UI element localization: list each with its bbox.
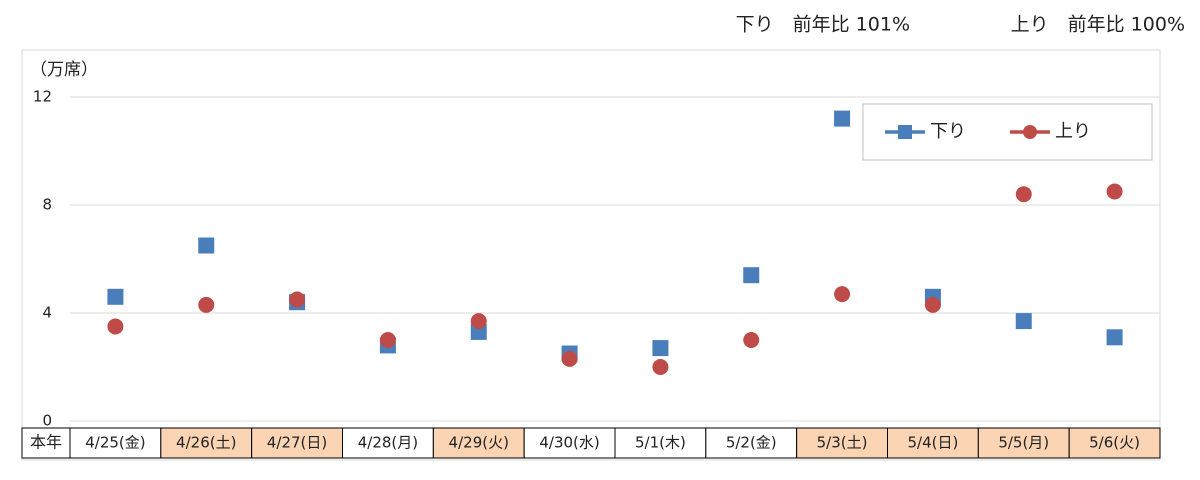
x-tick-label: 4/25(金) (85, 434, 145, 452)
data-point (652, 359, 669, 375)
annotation: 上り 前年比 100% (1011, 14, 1185, 36)
data-point (924, 296, 941, 313)
category-cell (705, 427, 798, 459)
data-point (1106, 329, 1123, 346)
data-point (198, 296, 215, 313)
x-tick-label: 4/29(火) (449, 434, 509, 452)
row-label-cell (21, 427, 71, 459)
row-label: 本年 (30, 433, 62, 452)
x-tick-label: 5/6(火) (1089, 434, 1140, 452)
x-tick-label: 5/1(木) (635, 434, 686, 452)
category-cell (796, 427, 889, 459)
y-axis-label: （万席） (30, 60, 98, 80)
y-tick-label: 8 (42, 196, 52, 214)
x-tick-label: 4/27(日) (267, 434, 327, 452)
x-tick-label: 4/28(月) (358, 434, 418, 452)
data-point (289, 291, 306, 308)
data-point (743, 267, 760, 284)
y-tick-label: 12 (33, 88, 52, 106)
data-point (198, 237, 215, 254)
data-point (834, 110, 851, 127)
legend-label: 下り (930, 121, 966, 142)
chart-frame (21, 49, 1161, 461)
y-tick-label: 0 (42, 412, 52, 430)
x-tick-label: 4/26(土) (176, 434, 236, 452)
category-cell (1068, 427, 1161, 459)
data-point (652, 340, 669, 357)
data-point (1015, 313, 1032, 330)
data-point (470, 313, 487, 330)
category-cell (69, 427, 162, 459)
x-tick-label: 5/5(月) (998, 434, 1049, 452)
category-cell (977, 427, 1070, 459)
legend-marker (898, 125, 912, 139)
x-tick-label: 5/4(日) (907, 434, 958, 452)
data-point (379, 332, 396, 348)
legend-label: 上り (1055, 121, 1091, 142)
data-point (743, 332, 760, 348)
data-point (561, 350, 578, 367)
annotation: 下り 前年比 101% (736, 14, 910, 36)
category-cell (614, 427, 707, 459)
x-tick-label: 5/2(金) (726, 434, 777, 452)
data-point (1015, 186, 1032, 203)
data-point (834, 286, 851, 303)
data-point (107, 318, 124, 335)
data-point (107, 288, 124, 305)
data-point (1106, 183, 1123, 200)
x-tick-label: 4/30(水) (539, 434, 599, 452)
legend-marker (1023, 125, 1037, 139)
y-tick-label: 4 (42, 304, 52, 322)
x-tick-label: 5/3(土) (817, 434, 868, 452)
category-cell (342, 427, 434, 459)
